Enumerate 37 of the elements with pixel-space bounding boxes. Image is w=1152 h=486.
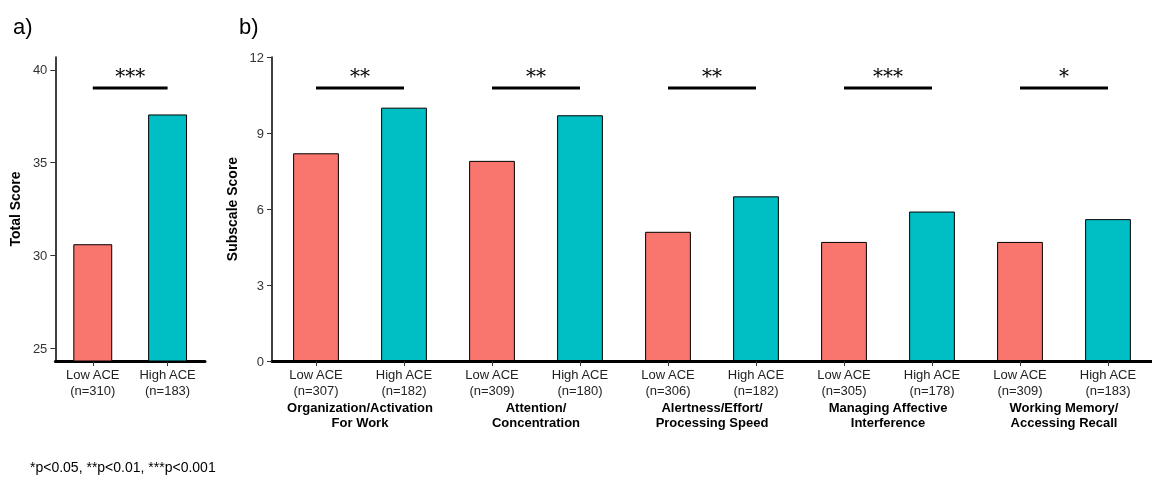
x-tick-label: Low ACE (n=310) [66,366,120,398]
text: *p<0.05, **p<0.01, ***p<0.001 [30,459,216,475]
x-tick-label: Low ACE (n=309) [993,366,1048,398]
y-tick-label: 6 [256,201,264,217]
x-tick-label: High ACE (n=183) [139,366,197,398]
x-tick-label: High ACE (n=180) [551,366,609,398]
text: Attention/ Concentration [491,400,581,430]
y-tick-label: 35 [32,155,48,171]
annotation: * [1059,64,1069,88]
text: Organization/Activation For Work [287,400,434,430]
y-axis-title: Total Score [7,171,23,247]
x-tick-label: High ACE (n=182) [375,366,433,398]
x-tick-label: Low ACE (n=305) [817,366,872,398]
y-axis-title: Subscale Score [223,156,240,262]
x-tick-label: High ACE (n=182) [727,366,785,398]
y-tick-label: 3 [256,277,264,293]
y-tick-label: 30 [32,247,48,263]
text: Alertness/Effort/ Processing Speed [655,400,769,430]
y-tick-label: 25 [32,340,48,356]
x-tick-label: Low ACE (n=307) [289,366,344,398]
x-tick-label: Low ACE (n=306) [641,366,696,398]
annotation: ** [702,64,722,88]
text: Managing Affective Interference [828,400,948,430]
y-tick-label: 12 [249,49,264,65]
x-tick-label: High ACE (n=178) [903,366,961,398]
chart-title: b) [239,13,259,39]
y-tick-label: 9 [256,125,264,141]
x-tick-label: Low ACE (n=309) [465,366,520,398]
annotation: *** [115,64,146,88]
chart-title: a) [13,13,33,39]
y-tick-label: 0 [256,353,264,369]
annotation: ** [350,64,370,88]
text: Working Memory/ Accessing Recall [1009,400,1119,430]
y-tick-label: 40 [32,62,48,78]
annotation: ** [526,64,546,88]
x-tick-label: High ACE (n=183) [1079,366,1137,398]
annotation: *** [873,64,903,88]
